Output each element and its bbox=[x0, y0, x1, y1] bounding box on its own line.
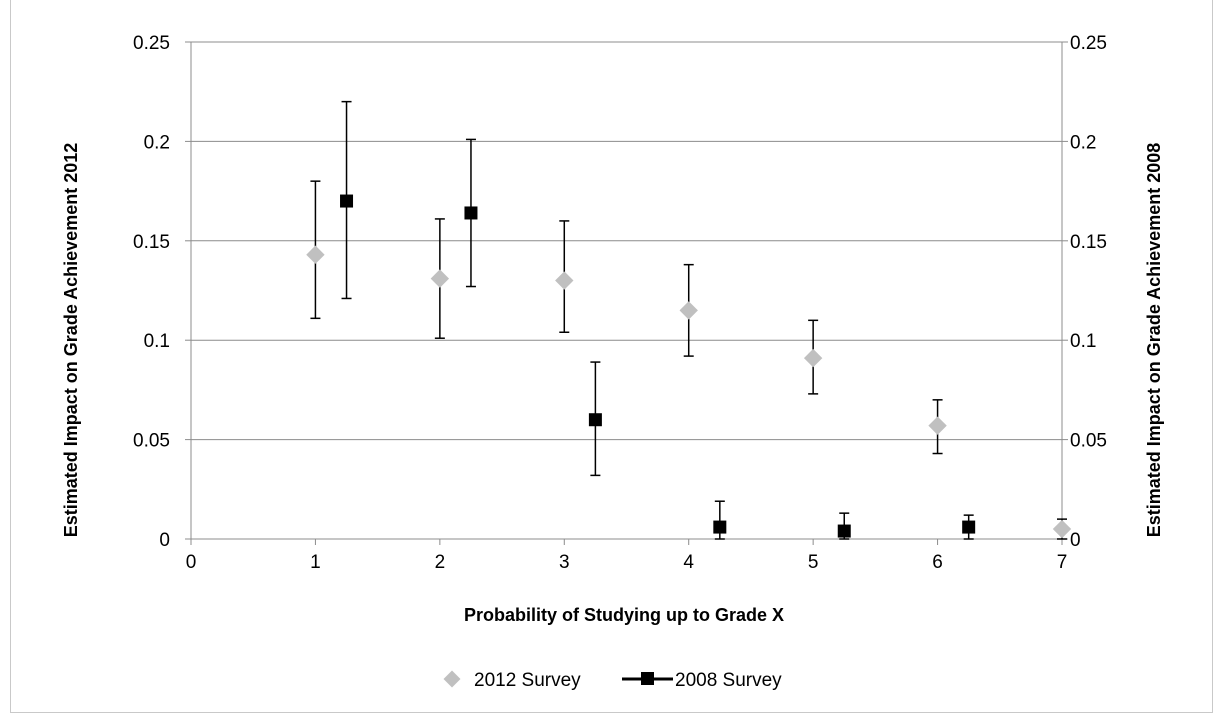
legend-item-2008: 2008 Survey bbox=[622, 670, 782, 691]
x-tick-label: 7 bbox=[1057, 552, 1068, 573]
y-right-tick-label: 0.2 bbox=[1070, 132, 1096, 153]
data-point-2008 bbox=[713, 520, 727, 534]
y-left-tick-label: 0.15 bbox=[133, 232, 170, 253]
y-right-tick-label: 0.15 bbox=[1070, 232, 1107, 253]
x-tick-label: 6 bbox=[932, 552, 943, 573]
x-tick-label: 0 bbox=[186, 552, 197, 573]
y-axis-left-title: Estimated Impact on Grade Achievement 20… bbox=[61, 143, 81, 537]
x-tick-label: 1 bbox=[310, 552, 321, 573]
y-right-tick-label: 0.25 bbox=[1070, 33, 1107, 54]
data-point-2008 bbox=[340, 194, 354, 208]
y-left-tick-label: 0 bbox=[159, 530, 170, 551]
legend-item-2012: 2012 Survey bbox=[443, 670, 581, 691]
x-tick-label: 5 bbox=[808, 552, 819, 573]
x-tick-label: 3 bbox=[559, 552, 570, 573]
y-axis-right-title: Estimated Impact on Grade Achievement 20… bbox=[1144, 143, 1164, 537]
data-point-2012 bbox=[306, 245, 325, 264]
legend-square-marker bbox=[641, 672, 654, 685]
x-tick-label: 4 bbox=[683, 552, 694, 573]
y-right-tick-label: 0 bbox=[1070, 530, 1081, 551]
y-left-tick-label: 0.05 bbox=[133, 431, 170, 452]
axes: 0 0.05 0.1 0.15 0.2 0.25 0 0.05 0.1 0.15 0.2 0.25 0 1… bbox=[133, 33, 1107, 573]
data-point-2012 bbox=[803, 348, 823, 368]
y-right-tick-label: 0.1 bbox=[1070, 331, 1096, 352]
y-left-tick-label: 0.1 bbox=[144, 331, 170, 352]
gridlines bbox=[191, 41, 1062, 441]
data-point-2012 bbox=[1052, 519, 1072, 539]
y-left-tick-label: 0.2 bbox=[144, 132, 170, 153]
data-point-2012 bbox=[430, 269, 450, 288]
data-point-2012 bbox=[555, 271, 574, 290]
data-point-2008 bbox=[588, 413, 602, 427]
y-right-tick-label: 0.05 bbox=[1070, 431, 1107, 452]
legend-label-2008: 2008 Survey bbox=[675, 670, 782, 691]
chart-frame bbox=[10, 0, 1213, 713]
data-point-2012 bbox=[679, 301, 698, 320]
y-left-tick-label: 0.25 bbox=[133, 33, 170, 54]
data-point-2012 bbox=[928, 416, 947, 435]
x-axis-title: Probability of Studying up to Grade X bbox=[464, 605, 784, 625]
legend-diamond-marker bbox=[443, 670, 461, 688]
error-bars bbox=[310, 100, 1067, 540]
legend: 2012 Survey 2008 Survey bbox=[443, 670, 782, 691]
data-point-2008 bbox=[962, 520, 976, 534]
data-point-2008 bbox=[464, 206, 478, 220]
legend-label-2012: 2012 Survey bbox=[474, 670, 581, 691]
data-point-2008 bbox=[837, 524, 851, 538]
markers bbox=[306, 194, 1072, 539]
x-tick-label: 2 bbox=[435, 552, 446, 573]
